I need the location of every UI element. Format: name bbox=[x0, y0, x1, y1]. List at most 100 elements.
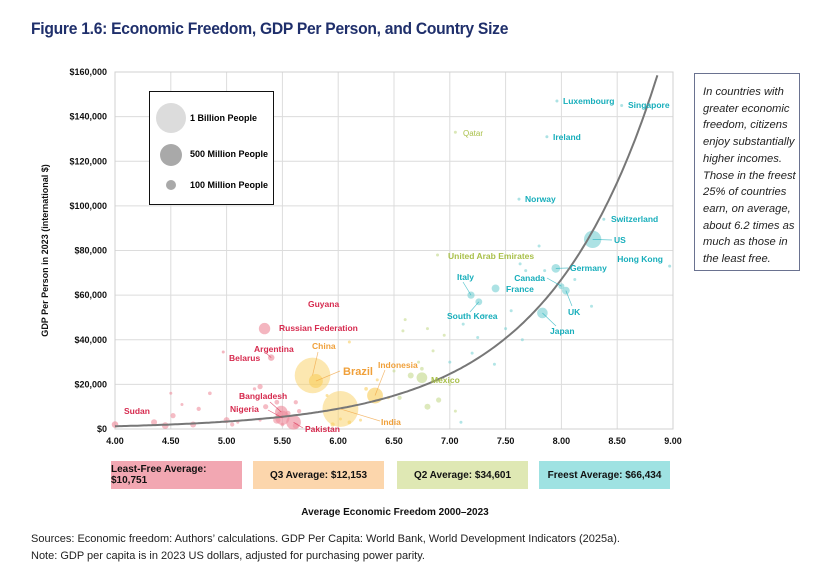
leader-line bbox=[267, 409, 283, 419]
country-label: China bbox=[312, 341, 336, 351]
data-point bbox=[417, 360, 421, 364]
data-point bbox=[461, 322, 465, 326]
x-tick-label: 6.00 bbox=[329, 436, 347, 446]
y-tick-label: $60,000 bbox=[74, 290, 107, 300]
y-tick-label: $20,000 bbox=[74, 379, 107, 389]
data-point bbox=[520, 338, 524, 342]
data-point bbox=[263, 404, 269, 410]
data-point-switzerland bbox=[602, 217, 606, 221]
least-free-average: Least-Free Average: $10,751 bbox=[111, 461, 242, 489]
data-point bbox=[524, 269, 528, 273]
data-point bbox=[431, 349, 435, 353]
legend-label: 500 Million People bbox=[190, 149, 269, 159]
data-point-uk bbox=[561, 286, 570, 295]
data-point-norway bbox=[517, 197, 521, 201]
data-point bbox=[537, 244, 541, 248]
country-label: Norway bbox=[525, 194, 556, 204]
country-label: Ireland bbox=[553, 132, 581, 142]
data-point-qatar bbox=[453, 130, 457, 134]
y-tick-label: $160,000 bbox=[69, 67, 107, 77]
q2-average: Q2 Average: $34,601 bbox=[397, 461, 528, 489]
data-point bbox=[375, 378, 379, 382]
y-tick-label: $40,000 bbox=[74, 335, 107, 345]
data-point bbox=[424, 403, 431, 410]
data-point-ireland bbox=[545, 135, 549, 139]
leader-line bbox=[315, 370, 341, 382]
data-point bbox=[169, 391, 173, 395]
data-point bbox=[230, 422, 235, 427]
x-tick-label: 7.50 bbox=[497, 436, 515, 446]
data-point bbox=[459, 420, 463, 424]
leader-line bbox=[269, 401, 282, 413]
callout-note: In countries with greater economic freed… bbox=[694, 73, 800, 271]
y-tick-label: $120,000 bbox=[69, 156, 107, 166]
country-label: United Arab Emirates bbox=[448, 251, 534, 261]
data-point bbox=[196, 406, 201, 412]
leader-line bbox=[340, 408, 381, 422]
legend-circle-100m bbox=[166, 180, 176, 190]
country-label: Mexico bbox=[431, 375, 460, 385]
country-label: Nigeria bbox=[230, 404, 259, 414]
x-tick-label: 5.50 bbox=[274, 436, 292, 446]
data-point-hong-kong bbox=[668, 264, 672, 268]
data-point bbox=[573, 278, 577, 282]
data-point bbox=[347, 340, 351, 344]
data-point-pakistan bbox=[286, 414, 301, 430]
data-point-luxembourg bbox=[555, 99, 559, 103]
country-label: Canada bbox=[514, 273, 545, 283]
country-label: Pakistan bbox=[305, 424, 340, 434]
country-label: Sudan bbox=[124, 406, 150, 416]
sources-text: Sources: Economic freedom: Authors’ calc… bbox=[31, 533, 620, 545]
data-point bbox=[448, 360, 452, 364]
country-label: Brazil bbox=[343, 366, 373, 378]
q3-average: Q3 Average: $12,153 bbox=[253, 461, 384, 489]
data-point bbox=[448, 382, 452, 386]
leader-line bbox=[565, 290, 573, 307]
x-axis-label: Average Economic Freedom 2000–2023 bbox=[301, 507, 489, 518]
country-label: India bbox=[381, 417, 401, 427]
data-point bbox=[481, 313, 485, 317]
leader-line bbox=[592, 238, 613, 241]
data-point bbox=[476, 336, 480, 340]
data-point bbox=[180, 402, 184, 406]
y-axis-label: GDP Per Person in 2023 (international $) bbox=[40, 164, 50, 336]
legend-label: 100 Million People bbox=[190, 180, 269, 190]
x-tick-label: 8.50 bbox=[608, 436, 626, 446]
data-point bbox=[442, 333, 446, 337]
chart-title: Figure 1.6: Economic Freedom, GDP Per Pe… bbox=[31, 19, 509, 38]
x-tick-label: 8.00 bbox=[553, 436, 571, 446]
country-label: Qatar bbox=[463, 129, 483, 138]
country-label: Singapore bbox=[628, 100, 670, 110]
y-tick-label: $140,000 bbox=[69, 112, 107, 122]
data-point bbox=[392, 369, 396, 373]
data-point-mexico bbox=[416, 372, 428, 384]
data-point bbox=[252, 387, 257, 391]
data-point bbox=[407, 372, 414, 379]
x-tick-label: 6.50 bbox=[385, 436, 403, 446]
x-tick-label: 4.00 bbox=[106, 436, 124, 446]
country-label: South Korea bbox=[447, 311, 498, 321]
x-tick-label: 7.00 bbox=[441, 436, 459, 446]
data-point bbox=[364, 387, 368, 391]
data-point bbox=[151, 419, 158, 426]
data-point bbox=[257, 384, 263, 390]
y-tick-label: $0 bbox=[97, 424, 107, 434]
country-label: UK bbox=[568, 307, 581, 317]
x-tick-label: 9.00 bbox=[664, 436, 682, 446]
legend-circle-500m bbox=[160, 144, 182, 166]
data-point bbox=[208, 391, 212, 396]
leader-line bbox=[542, 312, 557, 327]
data-point-russian-federation bbox=[258, 322, 271, 335]
leader-line bbox=[374, 369, 386, 396]
country-label: Hong Kong bbox=[617, 254, 663, 264]
country-label: Argentina bbox=[254, 344, 294, 354]
country-label: Bangladesh bbox=[239, 391, 287, 401]
data-point-belarus bbox=[221, 350, 225, 354]
leader-line bbox=[265, 352, 272, 358]
data-point bbox=[509, 309, 513, 313]
legend-label: 1 Billion People bbox=[190, 113, 258, 123]
x-tick-label: 5.00 bbox=[218, 436, 236, 446]
data-point bbox=[397, 395, 402, 400]
data-point bbox=[297, 409, 302, 414]
data-point-france bbox=[491, 284, 500, 293]
